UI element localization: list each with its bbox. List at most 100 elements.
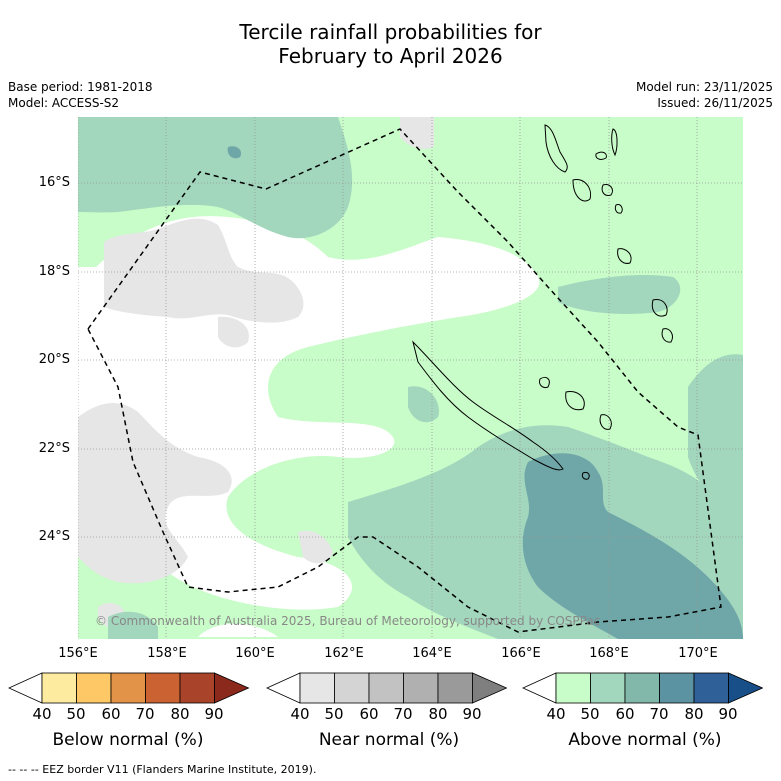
lat-label-24s: 24°S (38, 529, 70, 544)
vanuatu-malakula (572, 178, 592, 202)
colorbar-segment (179, 672, 215, 704)
vanuatu-erromango (651, 298, 668, 317)
vanuatu-island-small-1 (595, 151, 607, 160)
ile-des-pins (581, 472, 590, 480)
probability-map (78, 117, 743, 639)
meta-left: Base period: 1981-2018 Model: ACCESS-S2 (8, 79, 153, 111)
title-line-2: February to April 2026 (278, 44, 503, 68)
above-70-region-small (227, 146, 242, 159)
colorbar-segment (41, 672, 77, 704)
colorbar-segment (299, 672, 335, 704)
lat-label-22s: 22°S (38, 441, 70, 456)
above-60-region-north (78, 117, 353, 239)
colorbar-segment (110, 672, 146, 704)
above-70-region (522, 453, 743, 639)
colorbar-tick: 60 (615, 705, 635, 723)
lon-label-158e: 158°E (147, 646, 187, 661)
issued-date: Issued: 26/11/2025 (657, 96, 773, 110)
colorbar-segment (555, 672, 591, 704)
colorbar-tick: 60 (101, 705, 121, 723)
colorbar-segment (624, 672, 660, 704)
lon-label-166e: 166°E (501, 646, 541, 661)
loyalty-island-3 (599, 414, 612, 430)
copyright-text: © Commonwealth of Australia 2025, Bureau… (95, 614, 601, 628)
eez-border (87, 128, 722, 633)
near-normal-region-2 (218, 316, 249, 348)
colorbar-below (8, 672, 250, 704)
near-normal-region-4 (78, 441, 97, 468)
model-run: Model run: 23/11/2025 (635, 80, 773, 94)
colorbar-near-title: Near normal (%) (318, 730, 460, 750)
lon-label-170e: 170°E (678, 646, 718, 661)
near-normal-region-3 (78, 402, 232, 584)
title-line-1: Tercile rainfall probabilities for (239, 20, 542, 44)
new-caledonia-island (412, 340, 564, 471)
colorbar-segment (403, 672, 439, 704)
colorbar-segment (659, 672, 695, 704)
white-region-3 (198, 623, 278, 637)
colorbar-tick: 90 (718, 705, 738, 723)
loyalty-island-1 (539, 376, 550, 388)
colorbar-segment (76, 672, 112, 704)
near-normal-region-5 (298, 530, 333, 564)
vanuatu-island-small-2 (611, 128, 618, 157)
colorbar-tick: 90 (204, 705, 224, 723)
lon-label-168e: 168°E (589, 646, 629, 661)
colorbar-extend-min (522, 672, 557, 704)
above-60-region-mid (408, 386, 439, 423)
footnote-eez: -- -- -- EEZ border V11 (Flanders Marine… (8, 763, 317, 776)
lat-label-18s: 18°S (38, 264, 70, 279)
colorbar-segment (145, 672, 181, 704)
colorbar-tick: 80 (170, 705, 190, 723)
lat-label-16s: 16°S (38, 175, 70, 190)
lon-label-162e: 162°E (324, 646, 364, 661)
colorbar-tick: 50 (580, 705, 600, 723)
colorbar-tick: 80 (684, 705, 704, 723)
colorbar-segment (368, 672, 404, 704)
loyalty-island-2 (565, 390, 585, 411)
near-normal-region-1 (104, 218, 304, 323)
vanuatu-tanna (661, 328, 673, 343)
colorbar-tick: 40 (546, 705, 566, 723)
colorbar-extend-max (728, 672, 764, 704)
vanuatu-ambrym (601, 184, 613, 196)
colorbar-extend-max (472, 672, 508, 704)
gridlines (78, 117, 743, 639)
near-normal-region-6 (400, 117, 434, 149)
vanuatu-epi (614, 204, 623, 214)
colorbar-tick: 70 (649, 705, 669, 723)
colorbar-segment (590, 672, 626, 704)
meta-right: Model run: 23/11/2025 Issued: 26/11/2025 (636, 79, 773, 111)
colorbar-tick: 40 (290, 705, 310, 723)
colorbar-tick: 60 (359, 705, 379, 723)
colorbar-tick: 80 (428, 705, 448, 723)
lon-label-160e: 160°E (235, 646, 275, 661)
colorbar-extend-min (8, 672, 43, 704)
colorbar-extend-max (214, 672, 250, 704)
above-60-region-sw (108, 611, 158, 639)
colorbar-segment (334, 672, 370, 704)
lon-label-156e: 156°E (58, 646, 98, 661)
above-60-region-ne (558, 275, 681, 314)
colorbar-tick: 70 (135, 705, 155, 723)
vanuatu-espiritu-santo (544, 124, 568, 173)
colorbar-tick: 50 (66, 705, 86, 723)
colorbar-extend-min (266, 672, 301, 704)
colorbar-segment (437, 672, 473, 704)
colorbar-below-title: Below normal (%) (52, 730, 204, 750)
colorbar-above (522, 672, 764, 704)
vanuatu-efate (617, 248, 632, 264)
colorbar-tick: 40 (32, 705, 52, 723)
colorbar-near (266, 672, 508, 704)
base-period: Base period: 1981-2018 (8, 80, 153, 94)
colorbar-above-title: Above normal (%) (568, 730, 722, 750)
colorbar-tick: 90 (462, 705, 482, 723)
colorbar-tick: 50 (324, 705, 344, 723)
lon-label-164e: 164°E (412, 646, 452, 661)
lat-label-20s: 20°S (38, 352, 70, 367)
colorbar-tick: 70 (393, 705, 413, 723)
above-60-region-east (688, 354, 743, 517)
colorbar-segment (693, 672, 729, 704)
model-name: Model: ACCESS-S2 (8, 96, 120, 110)
map-title: Tercile rainfall probabilities for Febru… (0, 20, 781, 68)
